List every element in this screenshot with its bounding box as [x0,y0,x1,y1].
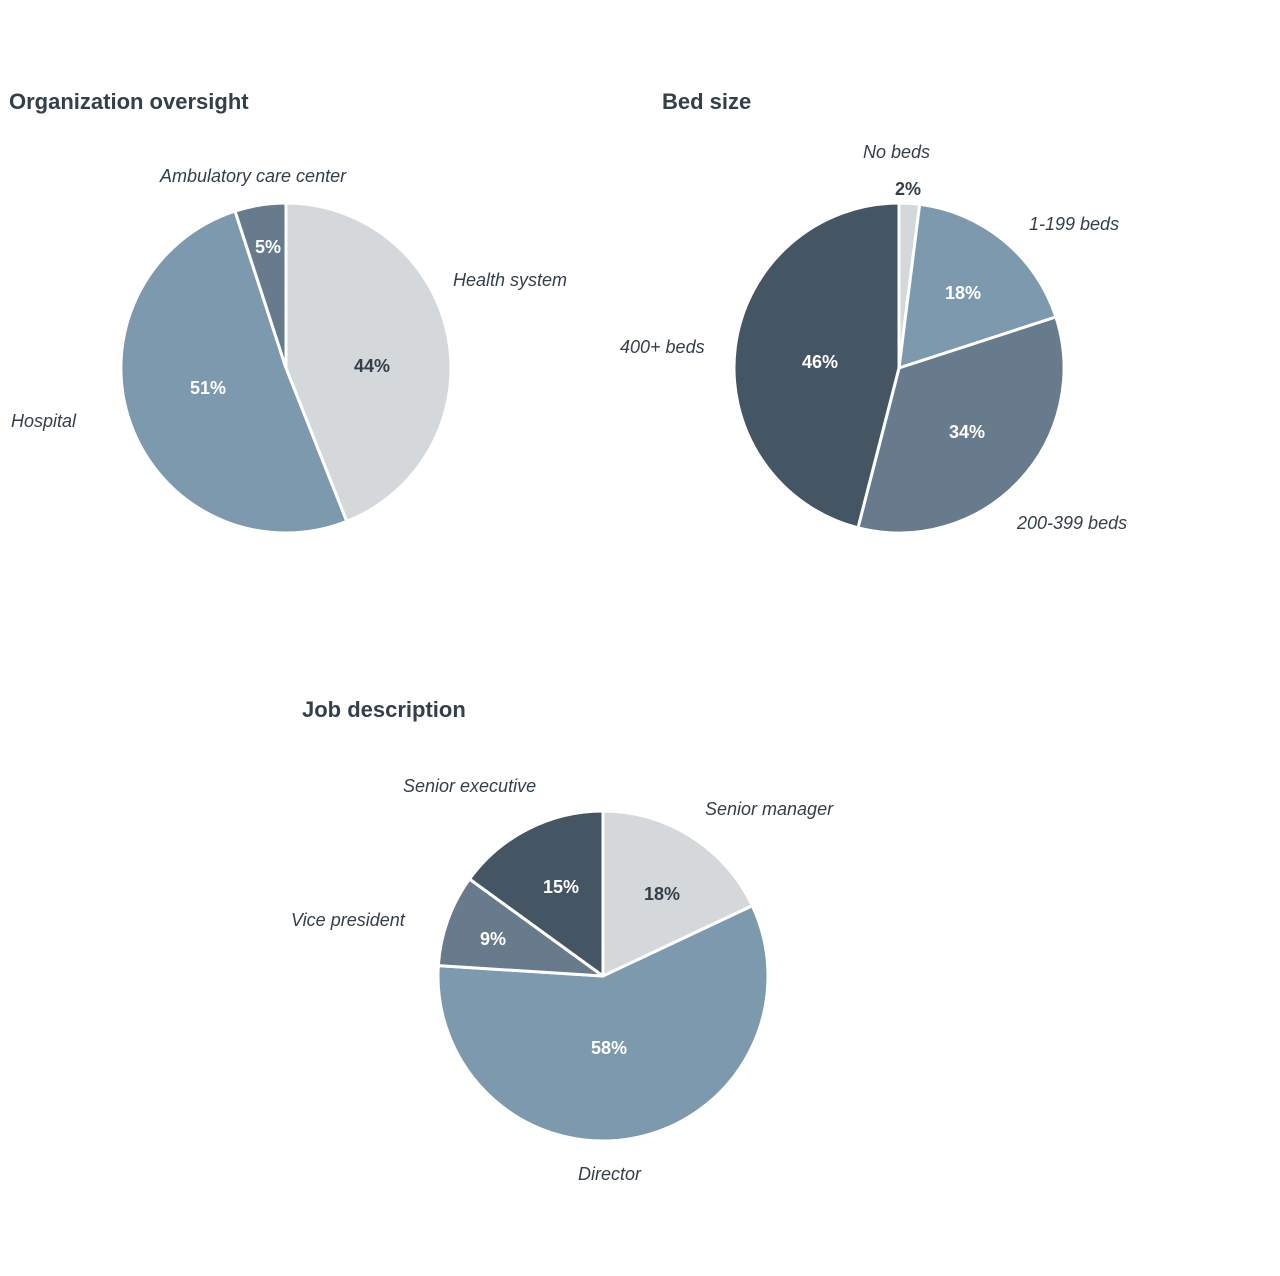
value-label-health-system: 44% [354,356,390,376]
chart-title-job-description: Job description [302,697,466,722]
slice-hospital [119,209,349,535]
slice-senior-executive [468,809,605,978]
pie-chart-3: 18% 58% 9% 15% Senior manager Director Vice pr… [291,776,834,1184]
value-label-ambulatory-care-center: 5% [255,237,281,257]
category-label-200-399-beds: 200-399 beds [1016,513,1127,533]
value-label-vice-president: 9% [480,929,506,949]
value-label-senior-manager: 18% [644,884,680,904]
slice-ambulatory-care-center [233,201,288,370]
value-label-director: 58% [591,1038,627,1058]
category-label-400-plus-beds: 400+ beds [620,337,705,357]
category-label-senior-manager: Senior manager [705,799,834,819]
category-label-hospital: Hospital [11,411,77,431]
slice-400-plus-beds [732,201,901,530]
category-label-director: Director [578,1164,642,1184]
slice-vice-president [436,877,605,978]
category-label-senior-executive: Senior executive [403,776,536,796]
chart-title-organization-oversight: Organization oversight [9,89,249,114]
chart-title-bed-size: Bed size [662,89,752,114]
slice-1-199-beds [897,202,1058,370]
value-label-200-399-beds: 34% [949,422,985,442]
pie-chart-2: 2% 18% 34% 46% No beds 1-199 beds 200-399 beds… [620,142,1127,535]
category-label-vice-president: Vice president [291,910,406,930]
value-label-400-plus-beds: 46% [802,352,838,372]
category-label-ambulatory-care-center: Ambulatory care center [159,166,347,186]
pie-chart-1: 44% 51% 5% Health system Hospital Ambulatory … [11,166,567,535]
category-label-no-beds: No beds [863,142,930,162]
value-label-hospital: 51% [190,378,226,398]
value-label-senior-executive: 15% [543,877,579,897]
slice-health-system [284,201,453,523]
value-label-1-199-beds: 18% [945,283,981,303]
category-label-health-system: Health system [453,270,567,290]
slice-director [436,904,770,1143]
category-label-1-199-beds: 1-199 beds [1029,214,1119,234]
value-label-no-beds: 2% [895,179,921,199]
slice-200-399-beds [856,315,1066,535]
slice-senior-manager [601,809,754,978]
